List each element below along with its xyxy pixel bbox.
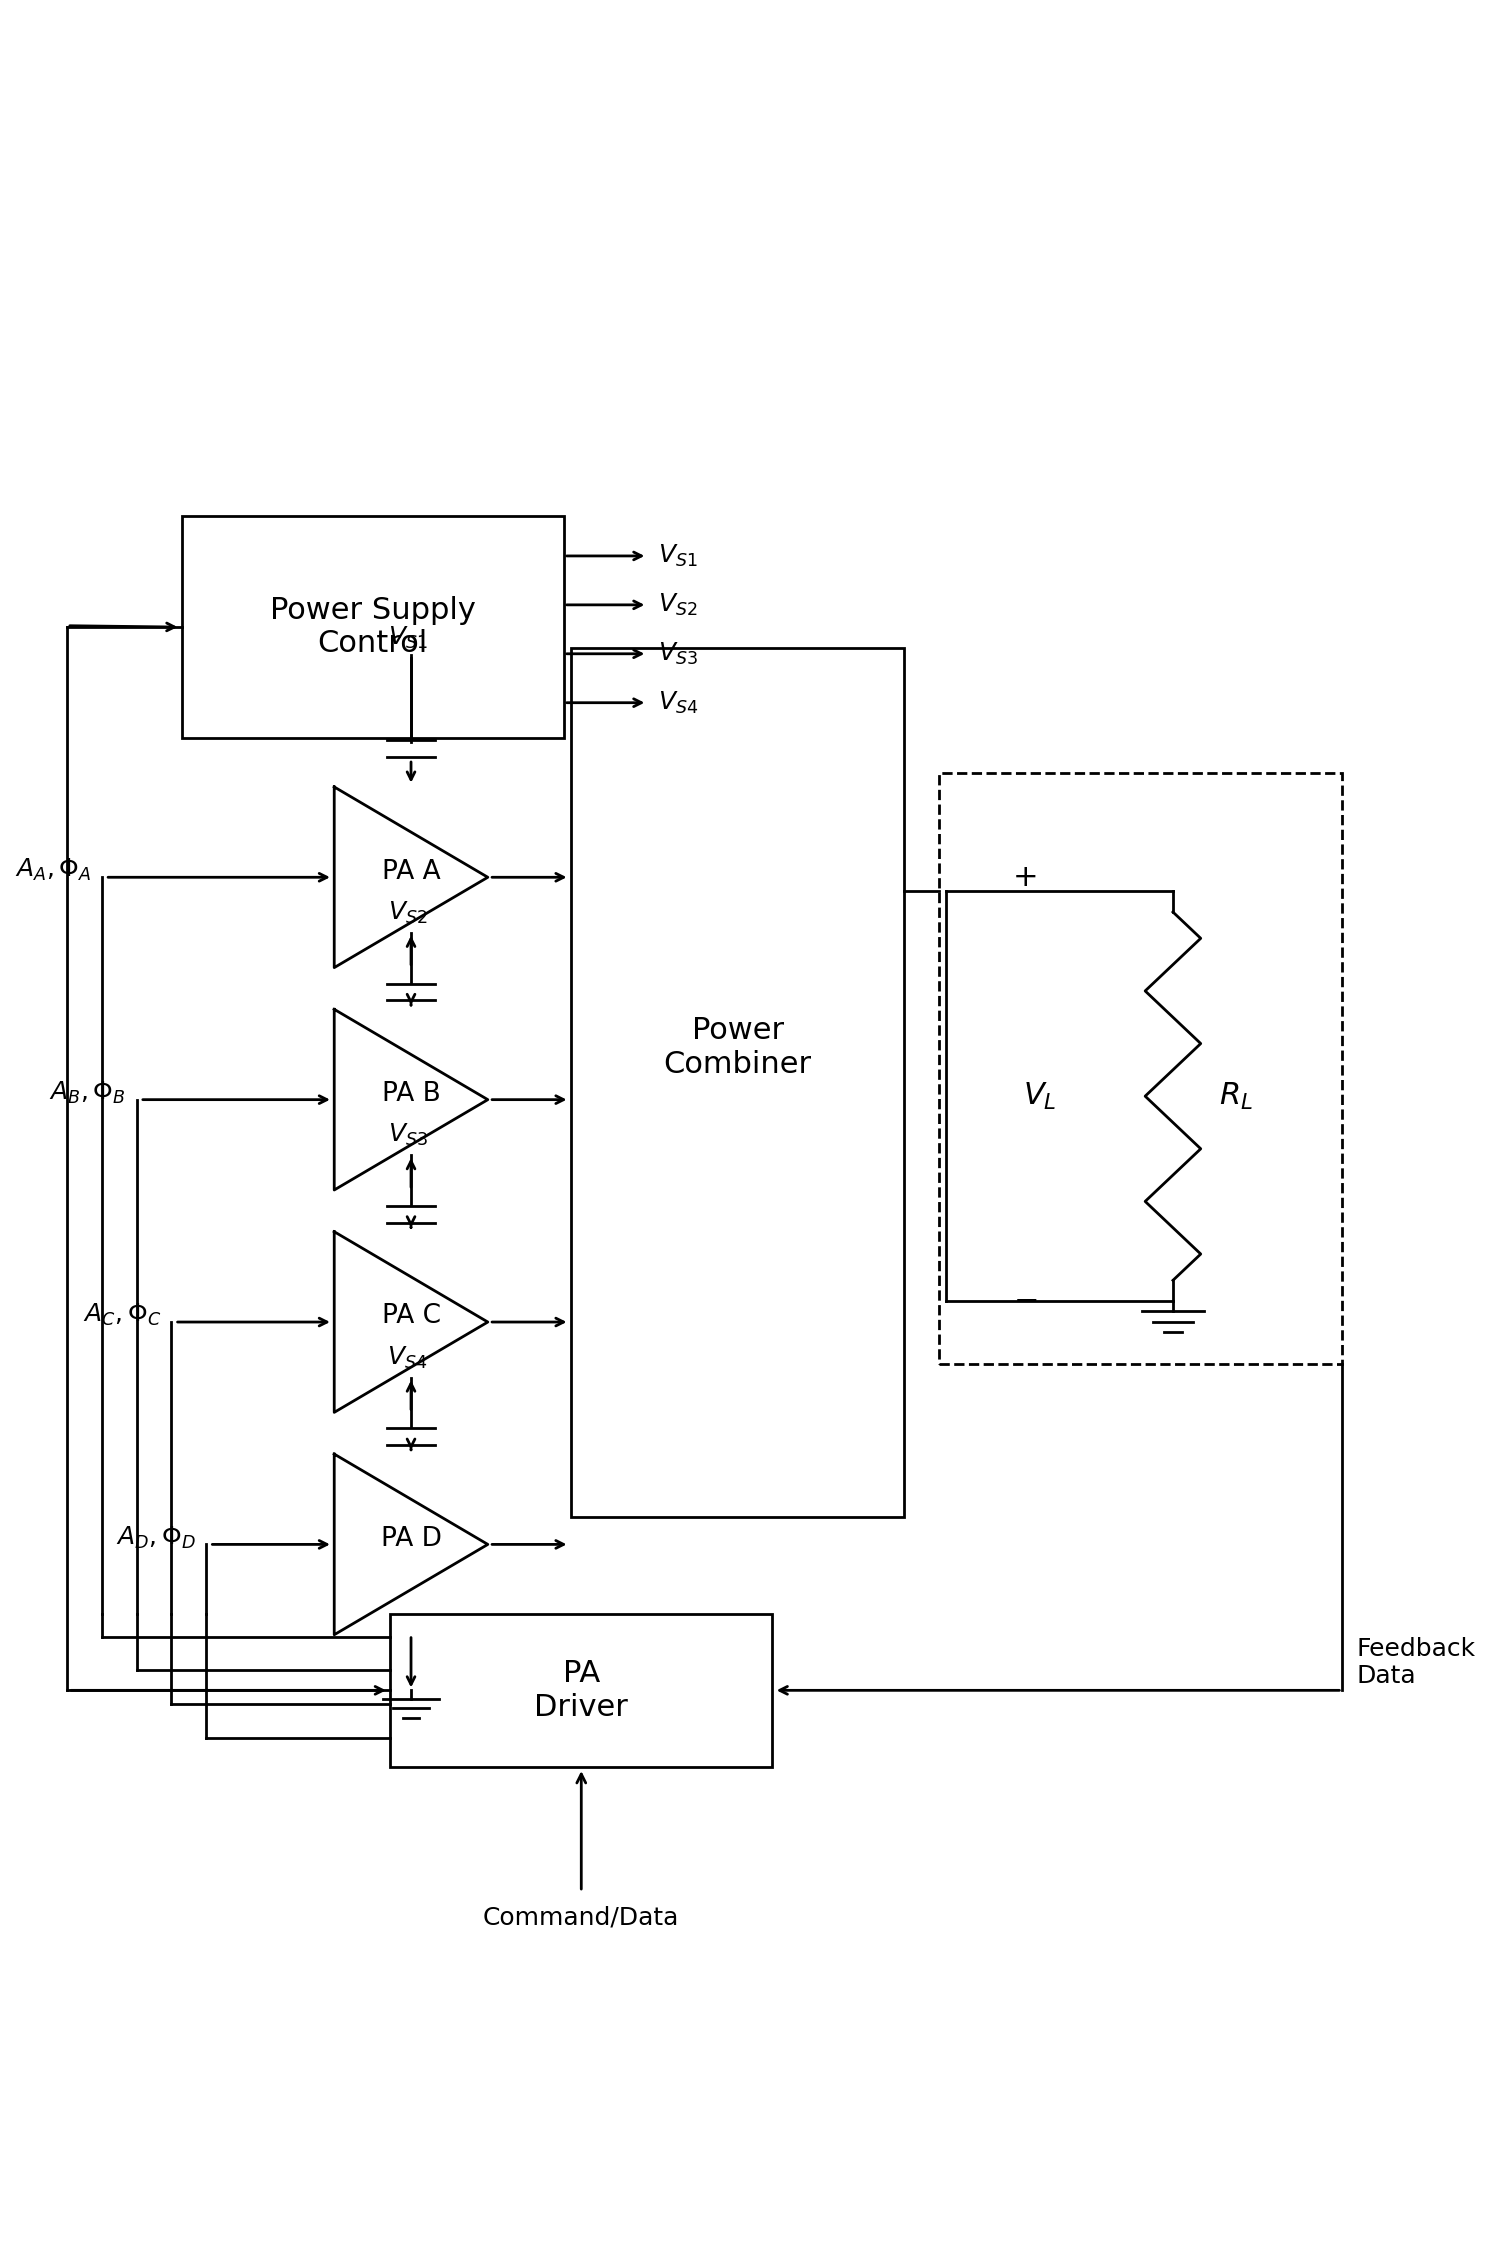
Text: PA D: PA D — [380, 1526, 441, 1551]
Bar — [939, 773, 1342, 1365]
Text: $A_D,\Phi_D$: $A_D,\Phi_D$ — [116, 1524, 195, 1551]
Text: +: + — [1013, 863, 1039, 892]
Text: $A_A,\Phi_A$: $A_A,\Phi_A$ — [15, 858, 91, 883]
Text: $V_{S1}$: $V_{S1}$ — [387, 625, 428, 652]
Text: $V_{S3}$: $V_{S3}$ — [387, 1123, 428, 1147]
Text: $R_L$: $R_L$ — [1219, 1080, 1253, 1112]
Text: Command/Data: Command/Data — [483, 1905, 679, 1930]
Text: $V_{S2}$: $V_{S2}$ — [657, 592, 697, 619]
Text: $V_{S3}$: $V_{S3}$ — [657, 641, 697, 668]
Text: $A_B,\Phi_B$: $A_B,\Phi_B$ — [49, 1080, 127, 1105]
Text: Power Supply
Control: Power Supply Control — [270, 596, 475, 659]
Text: $V_{S1}$: $V_{S1}$ — [657, 542, 697, 569]
Bar — [571, 648, 904, 1517]
Text: Power
Combiner: Power Combiner — [663, 1015, 812, 1078]
Text: PA
Driver: PA Driver — [535, 1658, 629, 1721]
Text: Feedback
Data: Feedback Data — [1356, 1636, 1475, 1687]
Text: −: − — [1013, 1286, 1039, 1315]
Text: $V_{S4}$: $V_{S4}$ — [657, 690, 697, 715]
Text: PA C: PA C — [381, 1304, 441, 1329]
Bar — [182, 515, 563, 737]
Bar — [390, 1614, 772, 1766]
Text: $V_{S4}$: $V_{S4}$ — [387, 1345, 428, 1371]
Text: PA A: PA A — [381, 858, 441, 885]
Text: $V_L$: $V_L$ — [1024, 1080, 1056, 1112]
Text: PA B: PA B — [381, 1080, 441, 1107]
Text: $A_C,\Phi_C$: $A_C,\Phi_C$ — [82, 1302, 161, 1329]
Text: $V_{S2}$: $V_{S2}$ — [387, 899, 428, 926]
